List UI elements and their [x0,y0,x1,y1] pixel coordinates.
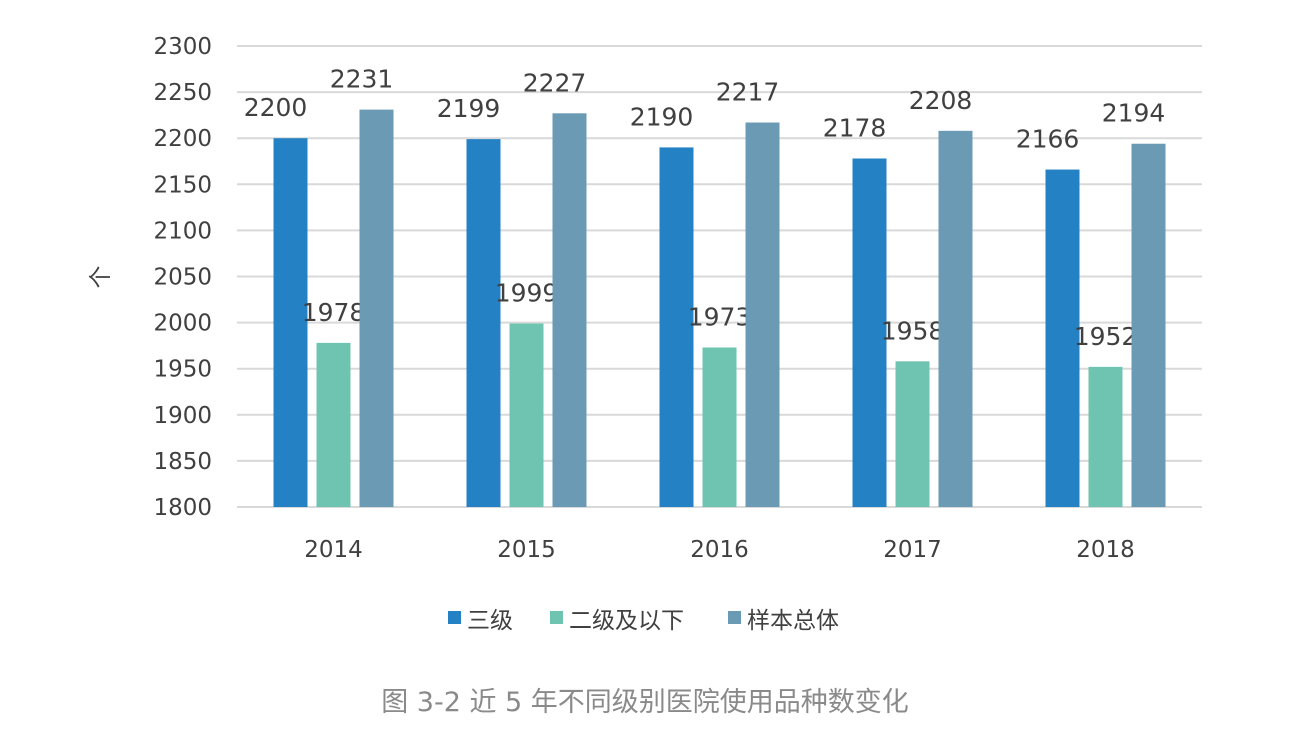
bar-样本总体 [745,122,780,507]
bar-样本总体 [552,113,587,507]
bar-二级及以下 [702,347,737,507]
y-tick-label: 2150 [153,172,212,198]
x-tick-label: 2017 [883,537,942,563]
y-tick-label: 2300 [153,34,212,60]
legend-label: 样本总体 [747,608,839,634]
y-tick-label: 2100 [153,218,212,244]
y-axis-label: 个 [88,266,114,289]
x-tick-label: 2018 [1076,537,1135,563]
legend-swatch [448,611,461,624]
bar-三级 [1045,169,1080,507]
y-tick-label: 2000 [153,311,212,337]
bar-三级 [273,138,308,507]
data-label: 2200 [244,93,308,122]
data-label: 2217 [716,78,780,107]
data-label: 2227 [523,68,587,97]
bar-样本总体 [938,130,973,507]
data-label: 2208 [909,86,973,115]
chart-caption: 图 3-2 近 5 年不同级别医院使用品种数变化 [381,687,909,718]
data-label: 1958 [881,316,945,345]
legend-label: 二级及以下 [569,608,684,634]
data-label: 2166 [1016,125,1080,154]
y-tick-label: 1900 [153,403,212,429]
x-tick-label: 2016 [690,537,749,563]
y-tick-label: 2250 [153,80,212,106]
data-label: 1999 [495,279,559,308]
bar-三级 [852,158,887,507]
bar-三级 [659,147,694,508]
y-tick-label: 1800 [153,495,212,521]
x-tick-label: 2015 [497,537,556,563]
legend-label: 三级 [467,608,513,634]
data-label: 1978 [302,298,366,327]
y-tick-label: 1850 [153,449,212,475]
bar-三级 [466,139,501,507]
data-label: 2231 [330,65,394,94]
bar-二级及以下 [509,323,544,507]
data-label: 1952 [1074,322,1138,351]
data-label: 2199 [437,94,501,123]
legend-swatch [550,611,563,624]
bar-样本总体 [359,109,394,508]
x-tick-label: 2014 [304,537,363,563]
data-label: 2194 [1102,99,1166,128]
data-label: 1973 [688,302,752,331]
y-tick-label: 1950 [153,357,212,383]
bar-二级及以下 [316,342,351,507]
data-label: 2190 [630,102,694,131]
y-tick-label: 2050 [153,265,212,291]
y-tick-label: 2200 [153,126,212,152]
bar-二级及以下 [895,361,930,507]
legend-swatch [728,611,741,624]
bar-样本总体 [1131,143,1166,507]
bar-二级及以下 [1088,366,1123,507]
data-label: 2178 [823,113,887,142]
